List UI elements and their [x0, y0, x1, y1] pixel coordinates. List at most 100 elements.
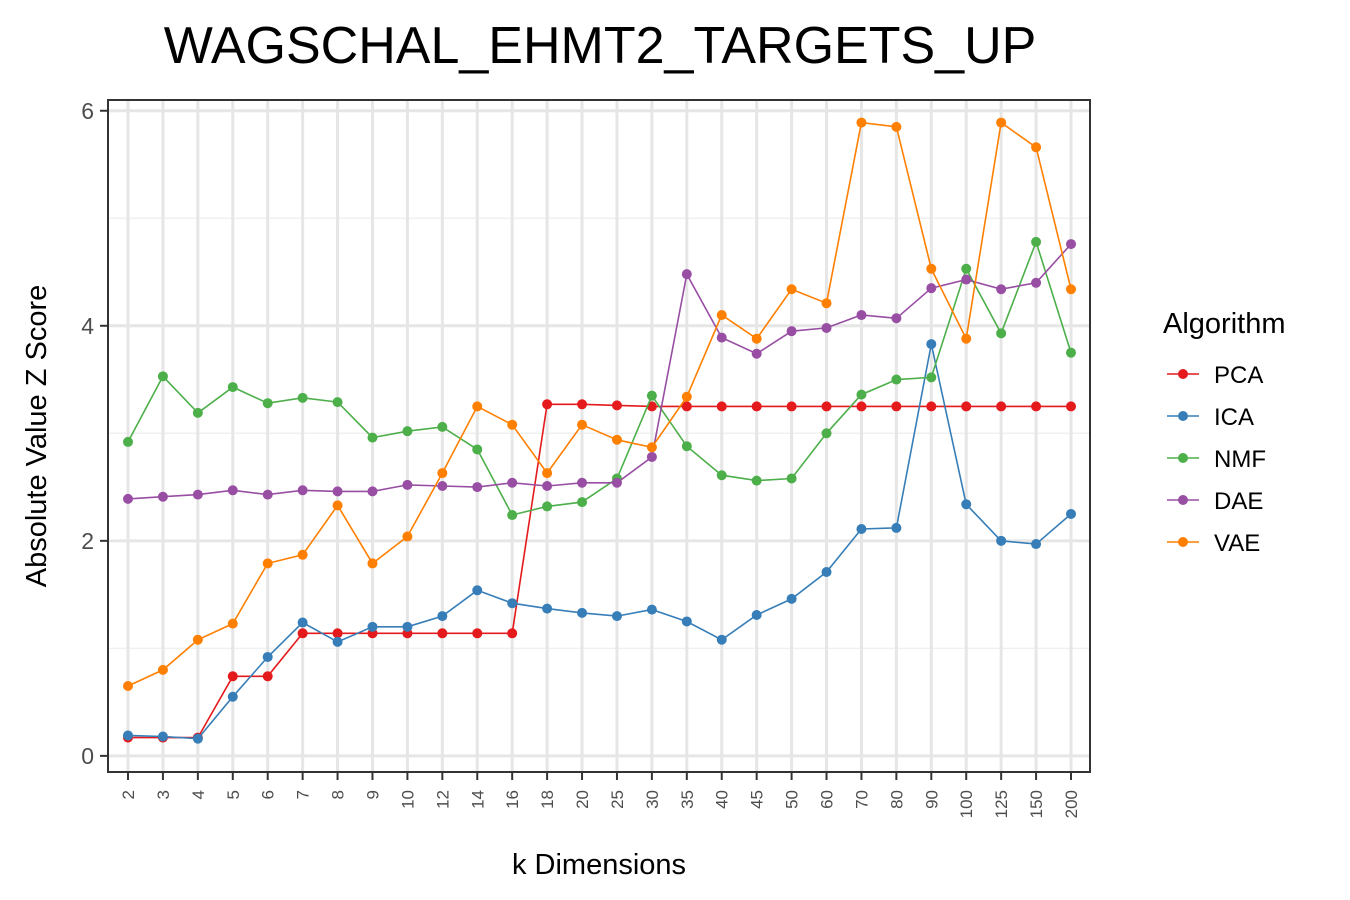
data-point — [611, 400, 622, 411]
data-point — [192, 489, 203, 500]
x-tick-label: 8 — [329, 790, 348, 799]
data-point — [227, 618, 238, 629]
data-point — [262, 651, 273, 662]
data-point — [332, 397, 343, 408]
data-point — [367, 621, 378, 632]
x-tick-label: 5 — [224, 790, 243, 799]
data-point — [192, 407, 203, 418]
data-point — [646, 401, 657, 412]
data-point — [542, 603, 553, 614]
x-tick-label: 60 — [818, 790, 837, 809]
data-point — [891, 522, 902, 533]
data-point — [297, 617, 308, 628]
series-line — [127, 239, 1072, 516]
data-point — [786, 284, 797, 295]
data-point — [856, 389, 867, 400]
x-tick-label: 7 — [294, 790, 313, 799]
data-point — [751, 333, 762, 344]
data-point — [227, 671, 238, 682]
x-tick-label: 12 — [433, 790, 452, 809]
data-point — [157, 731, 168, 742]
data-point — [472, 401, 483, 412]
data-point — [646, 442, 657, 453]
data-point — [961, 333, 972, 344]
legend-key-point — [1178, 537, 1188, 547]
y-tick-label: 2 — [81, 528, 94, 554]
data-point — [891, 374, 902, 385]
data-point — [926, 283, 937, 294]
data-point — [1031, 539, 1042, 550]
y-tick-label: 0 — [81, 743, 94, 769]
data-point — [891, 121, 902, 132]
data-point — [472, 444, 483, 455]
data-point — [786, 473, 797, 484]
series-nmf — [123, 236, 1076, 521]
data-point — [856, 524, 867, 535]
data-point — [332, 636, 343, 647]
data-point — [961, 274, 972, 285]
legend-key-point — [1178, 369, 1188, 379]
data-point — [332, 628, 343, 639]
data-point — [507, 510, 518, 521]
data-point — [367, 558, 378, 569]
data-point — [297, 392, 308, 403]
x-tick-label: 4 — [189, 790, 208, 799]
series-pca — [123, 399, 1076, 743]
x-tick-label: 125 — [992, 790, 1011, 818]
legend-label: NMF — [1214, 446, 1266, 473]
x-tick-label: 16 — [503, 790, 522, 809]
data-point — [716, 470, 727, 481]
y-tick-label: 4 — [81, 313, 94, 339]
data-point — [856, 310, 867, 321]
data-point — [996, 328, 1007, 339]
data-point — [157, 664, 168, 675]
data-point — [821, 567, 832, 578]
data-point — [472, 482, 483, 493]
data-point — [262, 489, 273, 500]
data-point — [192, 733, 203, 744]
legend-key-point — [1178, 495, 1188, 505]
data-point — [227, 485, 238, 496]
data-point — [123, 680, 133, 691]
legend-key-point — [1178, 411, 1188, 421]
data-point — [751, 475, 762, 486]
y-tick-label: 6 — [81, 98, 94, 124]
data-point — [961, 263, 972, 274]
data-point — [367, 486, 378, 497]
data-point — [611, 434, 622, 445]
y-axis-title: Absolute Value Z Score — [21, 285, 53, 588]
data-point — [332, 500, 343, 511]
data-point — [542, 399, 553, 410]
data-point — [646, 604, 657, 615]
data-point — [681, 391, 692, 402]
data-point — [681, 441, 692, 452]
series-line — [127, 243, 1072, 500]
data-point — [1031, 277, 1042, 288]
data-point — [157, 491, 168, 502]
data-point — [402, 426, 413, 437]
legend-label: DAE — [1214, 488, 1263, 515]
data-point — [786, 401, 797, 412]
data-point — [681, 616, 692, 627]
data-point — [1031, 401, 1042, 412]
legend-item-vae: VAE — [1167, 530, 1260, 557]
data-point — [926, 339, 937, 350]
data-point — [507, 628, 518, 639]
data-point — [821, 322, 832, 333]
data-point — [123, 493, 133, 504]
legend: Algorithm PCA ICA NMF DAE VAE — [1163, 308, 1286, 557]
data-point — [577, 399, 588, 410]
data-point — [507, 477, 518, 488]
data-point — [542, 501, 553, 512]
data-point — [1031, 236, 1042, 247]
x-tick-label: 14 — [468, 790, 487, 809]
x-tick-label: 9 — [363, 790, 382, 799]
data-point — [262, 558, 273, 569]
data-point — [821, 298, 832, 309]
data-point — [716, 310, 727, 321]
data-point — [437, 480, 448, 491]
data-point — [821, 401, 832, 412]
data-point — [681, 401, 692, 412]
series-group — [123, 117, 1076, 744]
